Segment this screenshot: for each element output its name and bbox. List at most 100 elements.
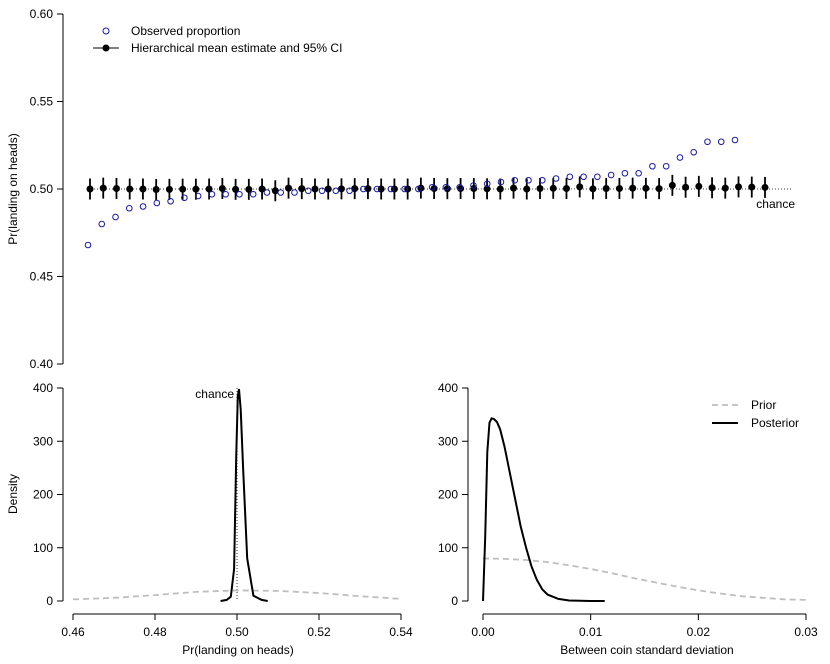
estimate-point [126, 185, 134, 193]
observed-point [98, 220, 106, 228]
estimate-point [165, 185, 173, 193]
observed-point [236, 190, 243, 198]
observed-point [483, 180, 491, 188]
estimate-point [457, 184, 465, 192]
observed-point [346, 187, 353, 195]
bottom-left-y-tick-label: 300 [33, 434, 53, 448]
observed-series [84, 136, 739, 249]
bottom-left-x-axis-label: Pr(landing on heads) [182, 643, 293, 657]
bottom-right-y-tick-label: 0 [451, 594, 458, 608]
estimate-point [735, 183, 743, 191]
estimate-point [682, 183, 690, 191]
bottom-right-legend: Prior Posterior [712, 398, 799, 430]
observed-point [291, 189, 298, 196]
bottom-left-x-tick-label: 0.48 [143, 625, 167, 639]
bottom-left-y-tick-label: 400 [33, 381, 53, 395]
estimate-point [258, 185, 266, 193]
bottom-left-y-tick-label: 100 [33, 541, 53, 555]
estimate-point [708, 184, 716, 192]
estimate-point [576, 183, 584, 191]
observed-point [153, 199, 161, 207]
observed-point [249, 190, 257, 198]
bottom-right-axes: 0 100 200 300 400 0.00 0.01 0.02 0.03 [438, 381, 818, 639]
estimate-point [99, 184, 107, 192]
prior-sd-curve [482, 557, 807, 601]
estimate-point [285, 184, 293, 192]
estimate-point [192, 185, 200, 193]
estimate-point [245, 185, 253, 193]
observed-point [497, 178, 505, 186]
observed-point [607, 171, 615, 179]
observed-point [304, 187, 312, 195]
observed-point [704, 138, 711, 146]
estimate-point [443, 185, 451, 193]
estimate-point [615, 184, 623, 192]
bottom-right-x-tick-label: 0.01 [579, 625, 603, 639]
estimate-point [536, 184, 544, 192]
bottom-right-y-tick-label: 200 [438, 488, 458, 502]
estimate-point [112, 184, 120, 192]
estimate-point [549, 184, 557, 192]
estimate-point [337, 185, 345, 193]
observed-point [552, 175, 560, 182]
observed-point [167, 197, 174, 205]
estimate-point [139, 185, 147, 193]
bottom-right-x-tick-label: 0.03 [794, 625, 818, 639]
observed-point [456, 183, 463, 191]
bottom-right-y-tick-label: 400 [438, 381, 458, 395]
top-y-axis-label: Pr(landing on heads) [6, 133, 20, 244]
observed-point [84, 241, 92, 249]
observed-point [125, 204, 133, 212]
bottom-right-y-tick-label: 100 [438, 541, 458, 555]
observed-point [470, 182, 477, 189]
estimate-point [629, 184, 637, 192]
bottom-right-x-tick-label: 0.00 [471, 625, 495, 639]
observed-point [277, 189, 285, 196]
prior-density-curve [72, 589, 402, 601]
estimate-point [483, 185, 491, 193]
estimate-point [311, 185, 319, 193]
top-y-tick-label: 0.50 [30, 182, 54, 196]
observed-point [194, 192, 202, 200]
estimate-point [271, 187, 279, 195]
estimate-point [232, 185, 240, 193]
estimate-point [179, 185, 187, 193]
bottom-left-x-tick-label: 0.50 [225, 625, 249, 639]
bottom-left-y-tick-label: 0 [46, 594, 53, 608]
legend-prior-label: Prior [751, 398, 776, 412]
bottom-left-x-tick-label: 0.54 [389, 625, 413, 639]
observed-point [442, 183, 450, 191]
estimate-point [602, 184, 610, 192]
chance-label: chance [756, 197, 795, 211]
top-y-tick-label: 0.40 [30, 357, 54, 371]
bottom-left-x-tick-label: 0.52 [307, 625, 331, 639]
observed-point [676, 154, 684, 161]
observed-point [717, 138, 725, 146]
estimate-point [655, 185, 663, 193]
bottom-right-y-tick-label: 300 [438, 434, 458, 448]
bottom-left-axes: 0 100 200 300 400 0.46 0.48 0.50 0.52 0.54 [33, 381, 413, 639]
observed-point [415, 185, 422, 193]
estimate-point [721, 184, 729, 192]
chance-label-bottom: chance [195, 387, 234, 401]
observed-point [263, 189, 271, 196]
top-panel: 0.40 0.45 0.50 0.55 0.60 Pr(landing on heads… [6, 7, 795, 371]
observed-point [360, 185, 367, 193]
legend-posterior-label: Posterior [751, 416, 799, 430]
estimate-point [86, 185, 94, 193]
observed-point [373, 185, 381, 193]
observed-point [621, 169, 629, 177]
bottom-right-x-axis-label: Between coin standard deviation [560, 643, 733, 657]
observed-point [401, 185, 408, 193]
estimate-point [496, 185, 504, 193]
estimate-point [748, 183, 756, 191]
estimate-series [86, 174, 769, 202]
observed-point [649, 162, 656, 170]
estimate-point [589, 185, 597, 193]
top-y-axis: 0.40 0.45 0.50 0.55 0.60 [30, 7, 64, 371]
legend-observed-label: Observed proportion [131, 24, 240, 38]
observed-point [387, 185, 395, 193]
posterior-density-curve [220, 388, 268, 602]
estimate-point [510, 184, 518, 192]
